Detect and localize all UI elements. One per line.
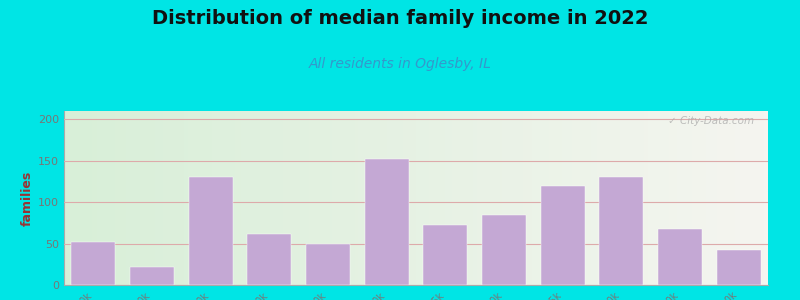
Bar (482, 214, 526, 285)
Bar (365, 159, 409, 285)
Bar (247, 234, 291, 285)
Bar (658, 229, 702, 285)
Y-axis label: families: families (21, 170, 34, 226)
Text: All residents in Oglesby, IL: All residents in Oglesby, IL (309, 57, 491, 71)
Bar (599, 177, 643, 285)
Bar (189, 177, 233, 285)
Bar (541, 186, 585, 285)
Text: ✓ City-Data.com: ✓ City-Data.com (668, 116, 754, 126)
Text: Distribution of median family income in 2022: Distribution of median family income in … (152, 9, 648, 28)
Bar (423, 225, 467, 285)
Bar (71, 242, 115, 285)
Bar (717, 250, 761, 285)
Bar (306, 244, 350, 285)
Bar (130, 267, 174, 285)
